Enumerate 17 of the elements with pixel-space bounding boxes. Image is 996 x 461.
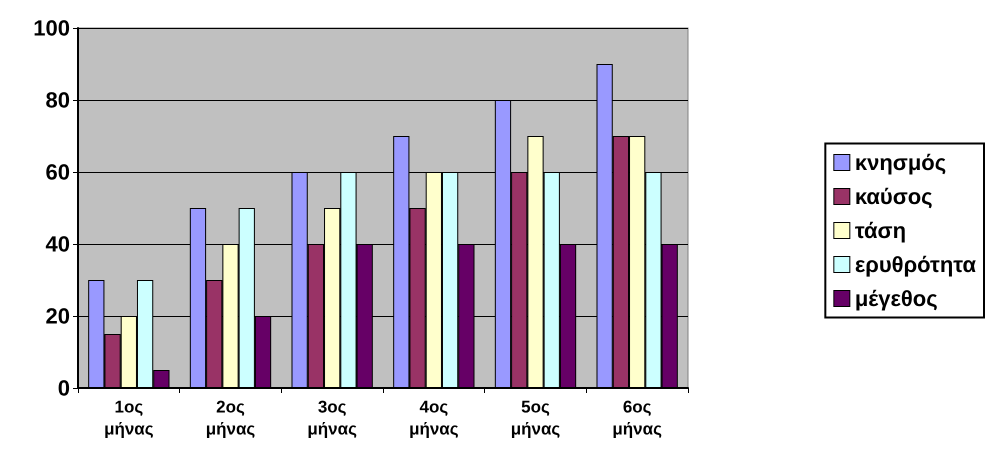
x-tick-label: 3ος μήνας (307, 398, 358, 438)
y-tick-label: 40 (46, 232, 70, 256)
x-tick-label: 5ος μήνας (510, 398, 560, 438)
y-tick-label: 80 (46, 88, 70, 112)
legend-label: τάση (854, 218, 906, 243)
x-tick-label: 4ος μήνας (409, 398, 459, 438)
x-tick-label: 6ος μήνας (612, 398, 662, 438)
y-tick-label: 60 (46, 160, 70, 184)
y-tick-label: 20 (46, 304, 70, 328)
legend-label: μέγεθος (854, 286, 938, 311)
legend-label: καύσος (854, 184, 933, 209)
legend-label: κνησμός (854, 150, 946, 175)
legend-label: ερυθρότητα (854, 252, 976, 277)
x-tick-label: 1ος μήνας (104, 398, 154, 438)
y-tick-label: 0 (58, 376, 70, 400)
x-tick-label: 2ος μήνας (206, 398, 256, 438)
y-tick-label: 100 (33, 16, 70, 40)
